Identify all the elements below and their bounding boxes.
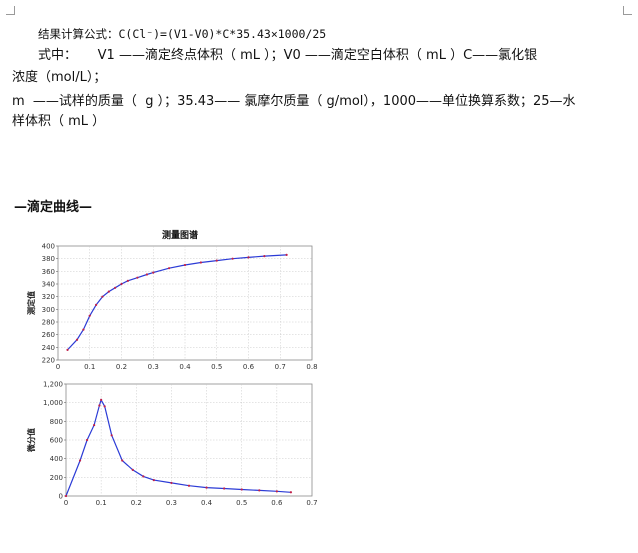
data-point [82, 328, 85, 331]
x-tick-label: 0.8 [306, 363, 317, 371]
data-point [131, 468, 134, 471]
data-point [275, 490, 278, 493]
corner-mark-left [6, 6, 15, 15]
data-point [215, 259, 218, 262]
chart-title: 测量图谱 [161, 231, 198, 241]
y-tick-label: 220 [42, 357, 55, 365]
volume-line: 样体积（ mL ） [12, 114, 106, 129]
y-tick-label: 1,200 [43, 381, 63, 389]
data-point [101, 295, 104, 298]
data-point [142, 475, 145, 478]
y-tick-label: 400 [50, 455, 63, 463]
x-tick-label: 0.1 [84, 363, 95, 371]
data-point [107, 290, 110, 293]
data-point [285, 253, 288, 256]
y-tick-label: 800 [50, 418, 63, 426]
x-tick-label: 0.5 [211, 363, 222, 371]
series-line [65, 398, 291, 497]
x-tick-label: 0.2 [131, 499, 142, 507]
data-point [93, 423, 96, 427]
data-point [168, 267, 171, 270]
x-tick-label: 0 [56, 363, 60, 371]
x-tick-label: 0.7 [306, 499, 317, 507]
x-tick-label: 0.6 [243, 363, 255, 371]
x-tick-label: 0.7 [275, 363, 286, 371]
mass-line: m ——试样的质量（ g ）；35.43—— 氯摩尔质量（ g/mol），100… [12, 94, 576, 109]
x-tick-label: 0.4 [201, 499, 213, 507]
data-point [98, 404, 101, 407]
derivative-chart: 0 0.1 0.2 0.3 0.4 0.5 0.6 0.7 0 200 400 600 800 1,000… [26, 381, 318, 508]
data-point [223, 487, 226, 490]
data-point [103, 405, 106, 408]
y-tick-label: 280 [42, 319, 55, 327]
data-point [183, 263, 187, 267]
corner-mark-right [623, 6, 632, 15]
data-point [263, 255, 266, 258]
data-point [289, 491, 293, 494]
data-point [95, 303, 98, 306]
section-heading: —滴定曲线— [14, 200, 93, 215]
data-point [64, 494, 68, 498]
data-point [187, 484, 191, 487]
data-point [258, 489, 261, 492]
data-point [240, 488, 243, 491]
y-tick-label: 360 [42, 268, 55, 276]
y-tick-label: 1,000 [43, 399, 63, 407]
data-point [88, 314, 91, 317]
data-point [114, 286, 117, 289]
measurement-chart: 0 0.1 0.2 0.3 0.4 0.5 0.6 0.7 0.8 220 240 260 280 300… [26, 243, 318, 372]
y-tick-label: 380 [42, 255, 55, 263]
data-point [110, 434, 113, 437]
unit-line: 浓度（mol/L）； [12, 70, 107, 85]
y-tick-label: 340 [42, 281, 55, 289]
data-point [120, 282, 123, 286]
y-tick-label: 240 [42, 344, 55, 352]
y-tick-label: 300 [42, 306, 55, 314]
data-point [152, 479, 155, 482]
y-tick-label: 260 [42, 331, 55, 339]
y-tick-label: 400 [42, 243, 55, 251]
y-axis-label: 测定值 [26, 291, 36, 315]
data-point [152, 271, 155, 274]
y-tick-label: 200 [50, 474, 63, 482]
y-axis-label: 微分值 [26, 428, 36, 453]
data-point [170, 481, 173, 485]
data-point [231, 257, 234, 260]
x-tick-label: 0.1 [96, 499, 107, 507]
data-point [66, 348, 69, 351]
formula-line: 结果计算公式：C(Cl⁻)=(V1-V0)*C*35.43×1000/25 [38, 27, 327, 41]
y-tick-label: 320 [42, 293, 55, 301]
x-tick-label: 0 [64, 499, 68, 507]
data-point [85, 438, 89, 442]
x-tick-label: 0.4 [179, 363, 191, 371]
where-line: 式中： V1 ——滴定终点体积（ mL ）；V0 ——滴定空白体积（ mL ）C… [38, 48, 538, 63]
data-point [75, 338, 79, 341]
data-point [100, 398, 103, 401]
x-tick-label: 0.6 [271, 499, 283, 507]
data-point [126, 279, 129, 282]
data-point [145, 273, 148, 276]
x-tick-label: 0.3 [166, 499, 177, 507]
x-tick-label: 0.5 [236, 499, 247, 507]
data-point [121, 459, 124, 462]
x-tick-label: 0.2 [116, 363, 127, 371]
data-point [78, 459, 82, 462]
data-point [199, 261, 202, 264]
data-point [136, 276, 139, 279]
data-point [247, 256, 250, 259]
x-tick-label: 0.3 [148, 363, 159, 371]
y-tick-label: 0 [59, 493, 63, 501]
y-tick-label: 600 [50, 437, 63, 445]
data-point [205, 486, 208, 489]
